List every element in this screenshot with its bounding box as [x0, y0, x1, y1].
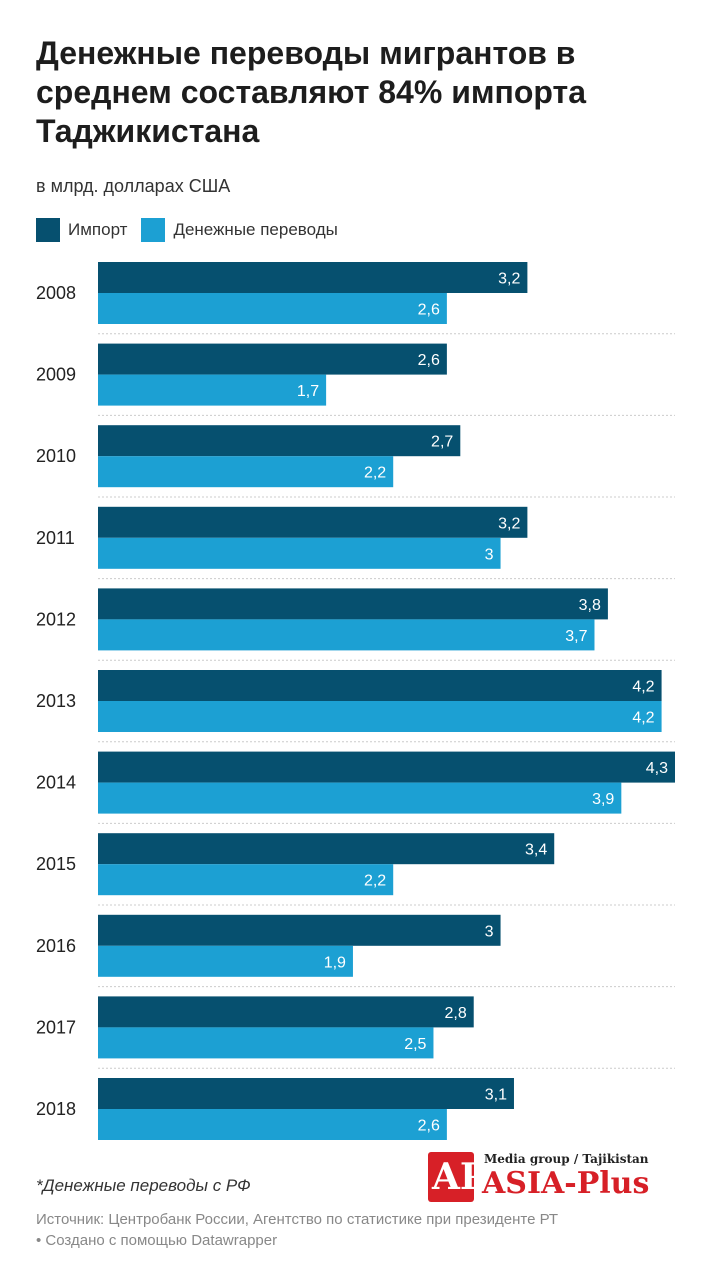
- remittance-bar: [98, 864, 394, 896]
- remittance-value-label: 2,6: [418, 302, 440, 319]
- asia-plus-logo: AP Media group / Tajikistan ASIA-Plus: [428, 1152, 678, 1204]
- import-value-label: 2,7: [431, 434, 453, 451]
- import-bar: [98, 670, 662, 701]
- logo-glyph: AP: [432, 1156, 488, 1198]
- remittance-bar: [98, 945, 353, 977]
- import-bar: [98, 425, 461, 457]
- import-bar: [98, 996, 474, 1028]
- credit-line: • Создано с помощью Datawrapper: [36, 1232, 278, 1249]
- remittance-bar: [98, 701, 662, 732]
- chart-subtitle: в млрд. долларах США: [36, 176, 231, 196]
- import-bar: [98, 914, 501, 946]
- legend-item-remittances: Денежные переводы: [141, 218, 338, 242]
- import-value-label: 2,8: [444, 1005, 466, 1022]
- legend-swatch-remittances: [141, 218, 166, 242]
- remittance-bar: [98, 537, 501, 569]
- import-value-label: 3,8: [579, 597, 601, 614]
- year-label: 2013: [36, 691, 76, 711]
- remittance-value-label: 1,7: [297, 383, 319, 400]
- remittance-bar: [98, 619, 595, 651]
- legend-item-import: Импорт: [36, 218, 127, 242]
- import-value-label: 3,2: [498, 271, 520, 288]
- year-label: 2010: [36, 446, 76, 466]
- year-label: 2014: [36, 773, 76, 793]
- logo-name: ASIA-Plus: [482, 1166, 650, 1201]
- bar-chart: 20083,22,620092,61,720102,72,220113,2320…: [36, 262, 675, 1140]
- import-bar: [98, 506, 528, 538]
- year-label: 2017: [36, 1017, 76, 1037]
- logo-tagline: Media group / Tajikistan: [484, 1152, 649, 1166]
- remittance-bar: [98, 456, 394, 488]
- legend: Импорт Денежные переводы: [36, 218, 352, 242]
- chart-title: Денежные переводы мигрантов в среднем со…: [36, 35, 586, 149]
- year-label: 2012: [36, 609, 76, 629]
- year-label: 2008: [36, 283, 76, 303]
- import-bar: [98, 1078, 514, 1109]
- remittance-value-label: 2,6: [418, 1118, 440, 1135]
- remittance-value-label: 4,2: [632, 710, 654, 727]
- import-bar: [98, 751, 675, 783]
- remittance-value-label: 1,9: [324, 954, 346, 971]
- year-label: 2009: [36, 365, 76, 385]
- remittance-bar: [98, 782, 622, 814]
- import-value-label: 4,2: [632, 679, 654, 696]
- import-value-label: 4,3: [646, 760, 668, 777]
- year-label: 2015: [36, 854, 76, 874]
- year-label: 2016: [36, 936, 76, 956]
- remittance-value-label: 3: [485, 546, 494, 563]
- year-label: 2018: [36, 1099, 76, 1119]
- remittance-bar: [98, 293, 447, 324]
- remittance-bar: [98, 374, 327, 406]
- remittance-value-label: 2,2: [364, 465, 386, 482]
- legend-label-remittances: Денежные переводы: [173, 220, 338, 239]
- import-value-label: 3,4: [525, 842, 547, 859]
- import-value-label: 3: [485, 923, 494, 940]
- import-value-label: 3,1: [485, 1087, 507, 1104]
- footnote: *Денежные переводы с РФ: [36, 1176, 251, 1195]
- legend-swatch-import: [36, 218, 60, 242]
- import-bar: [98, 833, 555, 865]
- year-label: 2011: [36, 528, 75, 548]
- remittance-value-label: 3,7: [565, 628, 587, 645]
- import-value-label: 3,2: [498, 515, 520, 532]
- legend-label-import: Импорт: [68, 220, 128, 239]
- import-bar: [98, 588, 608, 620]
- source-line: Источник: Центробанк России, Агентство п…: [36, 1211, 559, 1228]
- remittance-value-label: 2,2: [364, 873, 386, 890]
- import-bar: [98, 343, 447, 375]
- remittance-value-label: 3,9: [592, 791, 614, 808]
- import-bar: [98, 262, 528, 293]
- logo-mark: AP: [428, 1152, 488, 1202]
- remittance-bar: [98, 1109, 447, 1140]
- source-note: Источник: Центробанк России, Агентство п…: [36, 1209, 558, 1251]
- remittance-value-label: 2,5: [404, 1036, 426, 1053]
- import-value-label: 2,6: [418, 352, 440, 369]
- remittance-bar: [98, 1027, 434, 1059]
